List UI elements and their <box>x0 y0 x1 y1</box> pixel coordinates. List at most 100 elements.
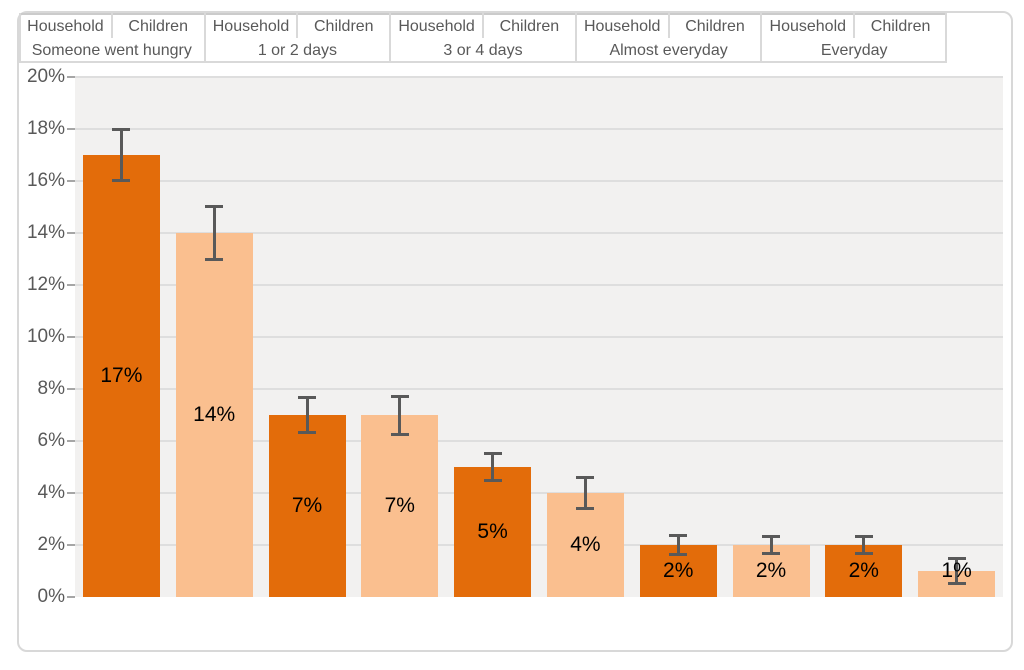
x-axis-cell-separator <box>482 13 484 38</box>
x-axis-series-label: Children <box>128 18 188 35</box>
bar-data-label: 2% <box>848 559 879 582</box>
x-axis-category-label: Almost everyday <box>609 42 728 59</box>
x-axis-series-label: Children <box>313 18 374 35</box>
x-axis-series-label: Household <box>398 18 475 35</box>
x-axis: Household Children Household Children Househ… <box>19 13 947 63</box>
x-axis-series-label: Household <box>27 18 104 35</box>
gridline <box>75 76 1003 78</box>
error-bar-cap-top <box>947 557 966 560</box>
x-axis-cell-separator <box>110 13 113 38</box>
y-axis-tick-label: 16% <box>26 170 65 191</box>
error-bar-cap-bottom <box>669 553 688 557</box>
bar-household <box>82 155 160 597</box>
x-axis-group-separator <box>203 13 206 63</box>
error-bar-cap-bottom <box>112 179 131 182</box>
y-axis-tick-label: 2% <box>37 534 65 555</box>
bar-data-label: 7% <box>384 494 415 517</box>
tick-mark <box>67 596 75 598</box>
error-bar-line <box>583 477 587 509</box>
error-bar-cap-bottom <box>298 431 316 435</box>
chart-frame: 0% 2% 4% 6% 8% 10% 12% 14% 16% 18% 20% 17% 14% 7% 7% 5… <box>17 11 1013 652</box>
y-axis-tick-label: 10% <box>26 326 65 347</box>
gridline <box>75 284 1003 286</box>
x-axis-series-label: Household <box>769 18 847 35</box>
bar-data-label: 5% <box>477 520 508 543</box>
error-bar-cap-top <box>390 394 409 398</box>
x-axis-category-label: 1 or 2 days <box>257 42 337 59</box>
error-bar-line <box>119 129 123 181</box>
error-bar-line <box>491 452 495 482</box>
tick-mark <box>67 336 75 338</box>
bar-data-label: 14% <box>193 403 236 426</box>
error-bar-cap-bottom <box>205 258 224 262</box>
tick-mark <box>67 440 75 442</box>
x-axis-bottom-line <box>19 61 947 63</box>
error-bar-cap-top <box>576 476 595 480</box>
gridline <box>75 440 1003 442</box>
error-bar-cap-bottom <box>947 582 966 585</box>
error-bar-line <box>398 395 402 435</box>
x-axis-cell-separator <box>853 13 856 38</box>
error-bar-cap-top <box>298 395 316 399</box>
gridline <box>75 544 1003 546</box>
error-bar-line <box>676 534 680 556</box>
error-bar-line <box>305 396 309 434</box>
y-axis-tick-label: 14% <box>26 222 65 243</box>
x-axis-category-label: 3 or 4 days <box>443 42 523 59</box>
x-axis-left-line <box>19 13 21 63</box>
x-axis-category-label: Everyday <box>820 42 888 59</box>
error-bar-cap-top <box>669 533 688 537</box>
bar-data-label: 1% <box>941 559 972 582</box>
y-axis-tick-label: 12% <box>26 274 65 295</box>
error-bar-cap-top <box>762 534 780 538</box>
y-axis-tick-label: 18% <box>26 118 65 139</box>
error-bar-line <box>955 558 959 584</box>
error-bar-line <box>862 535 866 555</box>
bar-data-label: 4% <box>570 533 601 556</box>
x-axis-right-line <box>945 13 947 63</box>
gridline <box>75 492 1003 494</box>
error-bar-cap-bottom <box>762 552 780 556</box>
error-bar-line <box>769 535 773 555</box>
bar-children <box>546 493 624 597</box>
x-axis-cell-separator <box>296 13 299 38</box>
bar-household <box>454 467 532 597</box>
bar-household <box>268 415 346 597</box>
tick-mark <box>67 544 75 546</box>
bar-data-label: 7% <box>291 494 323 517</box>
tick-mark <box>67 284 75 286</box>
error-bar-cap-top <box>112 128 131 131</box>
tick-mark <box>67 76 75 78</box>
gridline <box>75 128 1003 130</box>
bar-data-label: 2% <box>663 559 694 582</box>
tick-mark <box>67 180 75 182</box>
error-bar-cap-top <box>854 534 873 538</box>
x-axis-series-label: Household <box>583 18 661 35</box>
y-axis-tick-label: 8% <box>37 378 65 399</box>
error-bar-cap-top <box>483 451 502 455</box>
bar-children <box>175 233 253 597</box>
plot-area: 17% 14% 7% 7% 5% 4% 2% 2% 2% 1% <box>75 76 1003 597</box>
gridline <box>75 388 1003 390</box>
bar-data-label: 2% <box>755 559 787 582</box>
gridline <box>75 336 1003 338</box>
gridline <box>75 232 1003 234</box>
x-axis-series-label: Children <box>499 18 560 35</box>
x-axis-group-separator <box>574 13 577 63</box>
tick-mark <box>67 232 75 234</box>
error-bar-cap-bottom <box>576 506 595 510</box>
error-bar-cap-bottom <box>854 552 873 556</box>
x-axis-category-label: Someone went hungry <box>31 42 192 59</box>
error-bar-line <box>212 205 216 261</box>
x-axis-series-label: Children <box>870 18 931 35</box>
error-bar-cap-bottom <box>483 479 502 483</box>
x-axis-group-separator <box>760 13 763 63</box>
y-axis-tick-label: 6% <box>37 430 65 451</box>
gridline <box>75 180 1003 182</box>
y-axis-tick-label: 0% <box>37 586 65 607</box>
tick-mark <box>67 388 75 390</box>
tick-mark <box>67 492 75 494</box>
x-axis-group-separator <box>389 13 392 63</box>
x-axis-series-label: Children <box>685 18 745 35</box>
y-axis-tick-label: 20% <box>26 66 65 87</box>
